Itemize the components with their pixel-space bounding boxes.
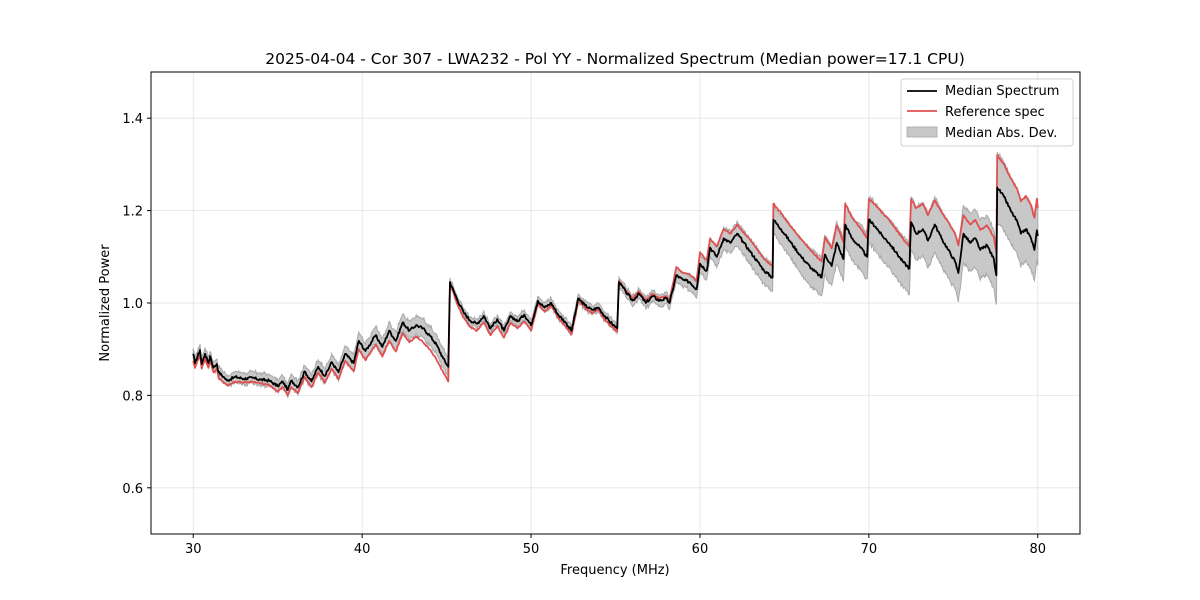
y-tick-label: 1.2 <box>122 205 143 220</box>
y-axis-label: Normalized Power <box>98 244 113 362</box>
x-tick-label: 80 <box>1029 542 1046 557</box>
y-tick-label: 0.8 <box>122 389 143 404</box>
legend-mad-label: Median Abs. Dev. <box>945 126 1057 141</box>
x-axis-ticks: 30 40 50 60 70 80 <box>185 534 1046 557</box>
chart-title: 2025-04-04 - Cor 307 - LWA232 - Pol YY -… <box>265 50 965 68</box>
legend-box <box>900 78 1074 147</box>
x-gridlines <box>192 72 1039 534</box>
legend-reference-label: Reference spec <box>945 105 1045 120</box>
y-tick-label: 0.6 <box>122 482 143 497</box>
median-spectrum-line <box>192 186 1039 391</box>
y-axis-ticks: 0.6 0.8 1.0 1.2 1.4 <box>122 112 151 497</box>
legend-median-label: Median Spectrum <box>945 84 1059 99</box>
reference-spec-line <box>192 154 1039 397</box>
x-tick-label: 50 <box>523 542 540 557</box>
legend-mad-swatch <box>906 126 938 138</box>
y-tick-label: 1.0 <box>122 297 143 312</box>
x-axis-label: Frequency (MHz) <box>560 563 669 578</box>
x-tick-label: 70 <box>861 542 878 557</box>
plot-area <box>192 151 1039 399</box>
x-tick-label: 30 <box>185 542 202 557</box>
mad-band <box>192 151 1039 399</box>
y-tick-label: 1.4 <box>122 112 143 127</box>
x-tick-label: 40 <box>354 542 371 557</box>
x-tick-label: 60 <box>692 542 709 557</box>
legend: Median Spectrum Reference spec Median Ab… <box>900 78 1074 147</box>
